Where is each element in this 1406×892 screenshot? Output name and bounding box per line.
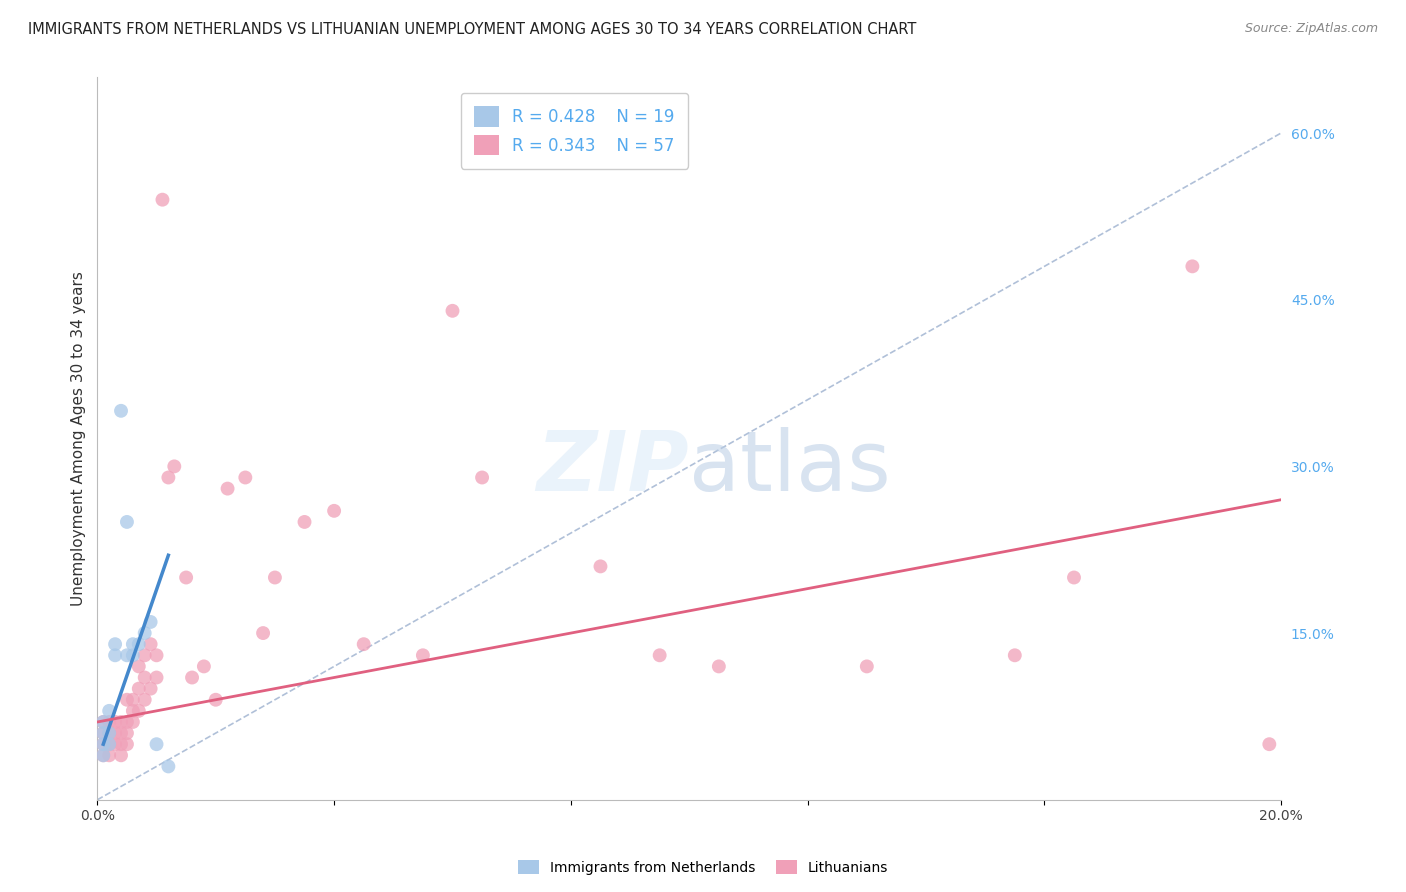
Point xyxy=(233,470,256,484)
Text: IMMIGRANTS FROM NETHERLANDS VS LITHUANIAN UNEMPLOYMENT AMONG AGES 30 TO 34 YEARS: IMMIGRANTS FROM NETHERLANDS VS LITHUANIA… xyxy=(28,22,917,37)
Point xyxy=(139,681,162,696)
Point xyxy=(115,515,138,529)
Point xyxy=(128,637,150,651)
Point xyxy=(648,648,671,663)
Point xyxy=(121,648,143,663)
Point xyxy=(110,726,132,740)
Point xyxy=(98,737,121,751)
Point xyxy=(353,637,375,651)
Point xyxy=(134,626,156,640)
Point xyxy=(157,470,180,484)
Point xyxy=(145,737,167,751)
Legend: Immigrants from Netherlands, Lithuanians: Immigrants from Netherlands, Lithuanians xyxy=(512,855,894,880)
Point xyxy=(98,704,121,718)
Point xyxy=(856,659,879,673)
Point xyxy=(121,637,143,651)
Point xyxy=(1063,570,1085,584)
Point xyxy=(121,714,143,729)
Point xyxy=(441,303,464,318)
Point xyxy=(98,737,121,751)
Point xyxy=(91,714,114,729)
Point xyxy=(91,748,114,763)
Point xyxy=(707,659,730,673)
Point xyxy=(115,692,138,706)
Point xyxy=(139,615,162,629)
Point xyxy=(152,193,174,207)
Point xyxy=(193,659,215,673)
Text: ZIP: ZIP xyxy=(537,427,689,508)
Point xyxy=(115,737,138,751)
Point xyxy=(104,726,127,740)
Point xyxy=(134,671,156,685)
Point xyxy=(104,737,127,751)
Point xyxy=(174,570,197,584)
Point xyxy=(128,681,150,696)
Text: atlas: atlas xyxy=(689,427,891,508)
Point xyxy=(91,737,114,751)
Point xyxy=(91,726,114,740)
Point xyxy=(1258,737,1281,751)
Point xyxy=(217,482,239,496)
Point xyxy=(128,704,150,718)
Legend: R = 0.428    N = 19, R = 0.343    N = 57: R = 0.428 N = 19, R = 0.343 N = 57 xyxy=(461,93,688,169)
Point xyxy=(128,659,150,673)
Point xyxy=(91,748,114,763)
Point xyxy=(115,714,138,729)
Point xyxy=(121,692,143,706)
Point xyxy=(145,648,167,663)
Point xyxy=(294,515,316,529)
Point xyxy=(115,726,138,740)
Point xyxy=(1004,648,1026,663)
Point xyxy=(264,570,287,584)
Point xyxy=(134,648,156,663)
Point xyxy=(204,692,226,706)
Point xyxy=(589,559,612,574)
Point xyxy=(104,648,127,663)
Y-axis label: Unemployment Among Ages 30 to 34 years: Unemployment Among Ages 30 to 34 years xyxy=(72,271,86,606)
Point xyxy=(110,748,132,763)
Point xyxy=(163,459,186,474)
Point xyxy=(98,714,121,729)
Point xyxy=(98,726,121,740)
Point xyxy=(323,504,346,518)
Point xyxy=(139,637,162,651)
Point xyxy=(104,714,127,729)
Point xyxy=(145,671,167,685)
Point xyxy=(412,648,434,663)
Point xyxy=(115,648,138,663)
Point xyxy=(104,637,127,651)
Point xyxy=(91,737,114,751)
Point xyxy=(157,759,180,773)
Text: Source: ZipAtlas.com: Source: ZipAtlas.com xyxy=(1244,22,1378,36)
Point xyxy=(98,748,121,763)
Point xyxy=(98,726,121,740)
Point xyxy=(121,704,143,718)
Point xyxy=(471,470,494,484)
Point xyxy=(252,626,274,640)
Point xyxy=(110,737,132,751)
Point xyxy=(134,692,156,706)
Point xyxy=(91,714,114,729)
Point xyxy=(110,404,132,418)
Point xyxy=(110,714,132,729)
Point xyxy=(91,726,114,740)
Point xyxy=(181,671,204,685)
Point xyxy=(1181,260,1204,274)
